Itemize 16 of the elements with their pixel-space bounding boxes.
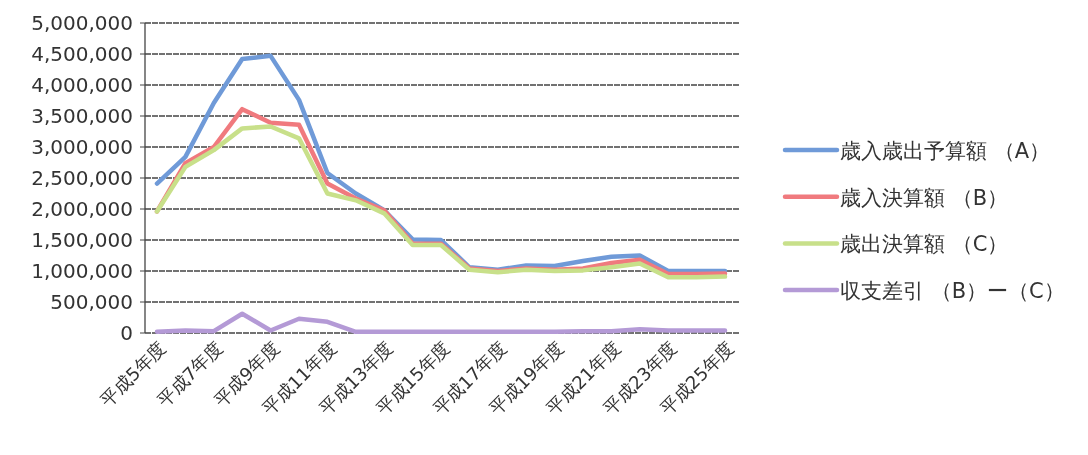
line-series	[154, 311, 728, 335]
y-tick-label: 1,500,000	[31, 228, 133, 252]
y-tick-label: 1,000,000	[31, 259, 133, 283]
y-tick-label: 4,000,000	[31, 73, 133, 97]
y-tick-label: 2,000,000	[31, 197, 133, 221]
y-tick-label: 5,000,000	[31, 11, 133, 35]
legend-label: 歳入歳出予算額 （A）	[840, 139, 1051, 163]
y-tick-label: 3,500,000	[31, 104, 133, 128]
legend-label: 歳入決算額 （B）	[840, 185, 1009, 210]
legend-label: 歳出決算額 （C）	[840, 232, 1009, 257]
y-tick-label: 0	[120, 321, 133, 345]
y-tick-label: 4,500,000	[31, 42, 133, 66]
y-tick-label: 3,000,000	[31, 135, 133, 159]
y-tick-label: 2,500,000	[31, 166, 133, 190]
legend-label: 収支差引 （B）ー（C）	[840, 279, 1065, 304]
y-tick-label: 500,000	[50, 290, 133, 314]
